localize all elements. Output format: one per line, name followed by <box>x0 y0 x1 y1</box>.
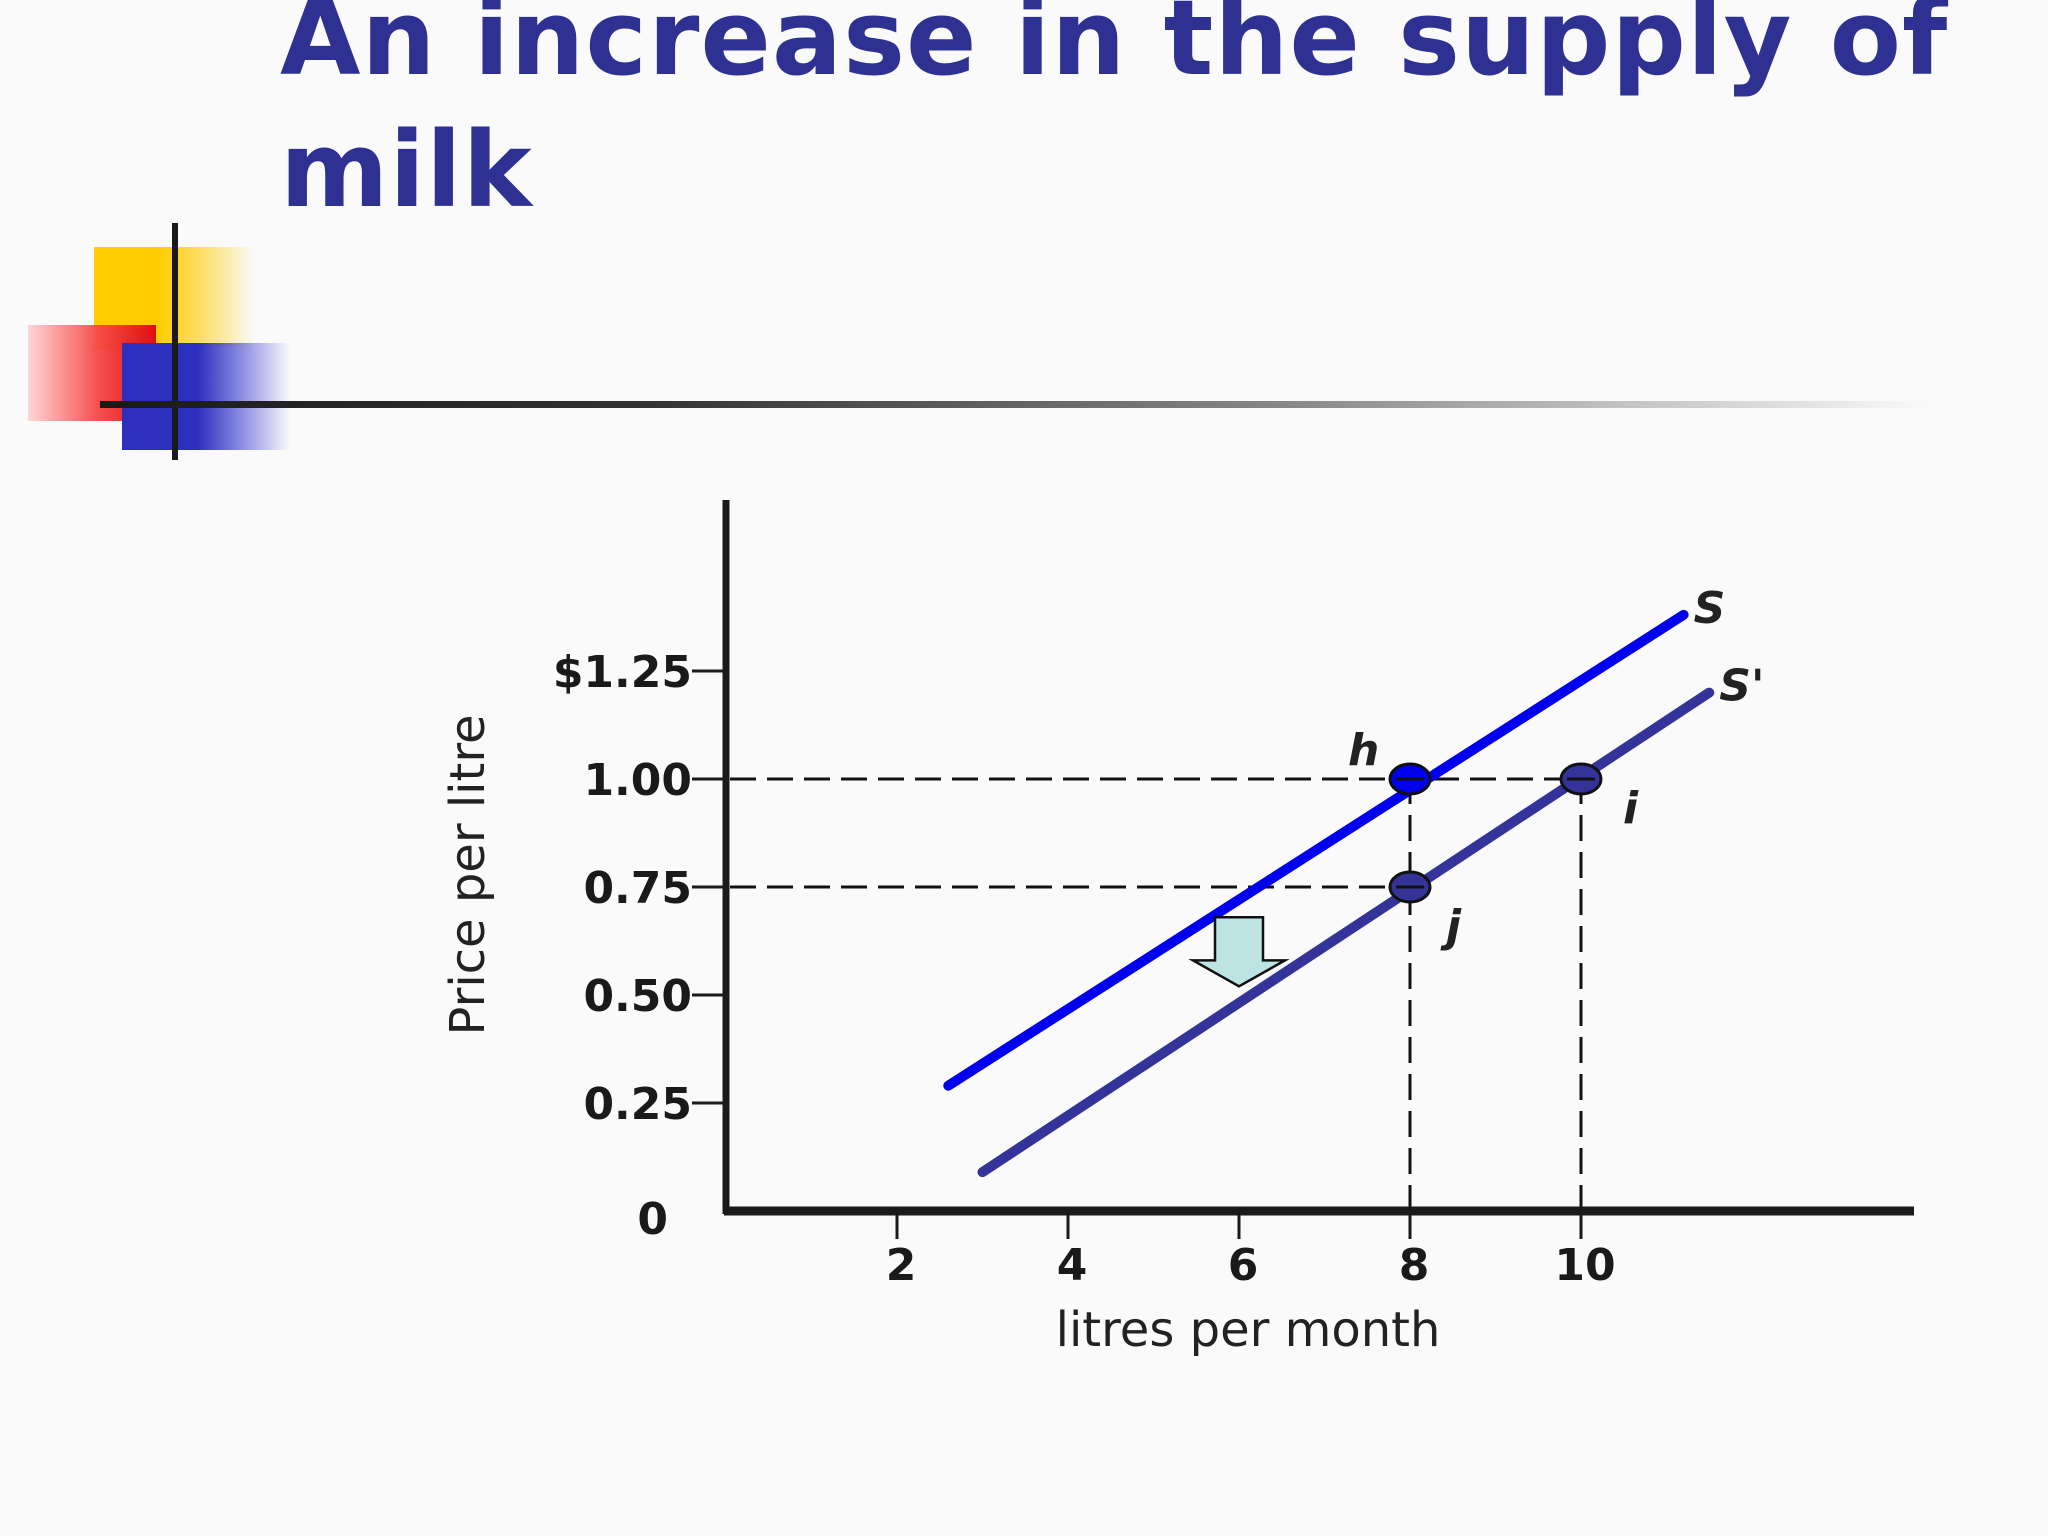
decor-vertical-line <box>172 223 178 460</box>
y-tick-label-0-25: 0.25 <box>583 1079 692 1130</box>
x-tick-label-8: 8 <box>1399 1240 1430 1291</box>
decor-blue-square <box>122 343 290 450</box>
x-tick-label-4: 4 <box>1057 1240 1088 1291</box>
point-i-label: i <box>1623 783 1639 834</box>
x-tick-label-6: 6 <box>1228 1240 1259 1291</box>
series-line-s-prime <box>977 687 1715 1178</box>
y-tick-label-1-25: $1.25 <box>553 647 692 698</box>
y-tick-label-0: 0 <box>637 1194 668 1245</box>
points: h i j <box>1348 725 1639 952</box>
axes <box>722 500 1914 1216</box>
series-line-s <box>943 609 1689 1091</box>
y-tick-label-1-00: 1.00 <box>583 755 692 806</box>
shift-down-arrow <box>1188 915 1290 988</box>
point-j-label: j <box>1440 901 1462 952</box>
supply-curves: S S' <box>943 583 1764 1178</box>
slide-title: An increase in the supply of milk <box>280 0 1949 231</box>
x-axis-title: litres per month <box>1056 1302 1441 1358</box>
point-h-label: h <box>1348 725 1379 776</box>
decor-horizontal-rule <box>100 401 1930 408</box>
series-label-s: S <box>1694 583 1726 634</box>
tick-marks: 0 0.25 0.50 0.75 1.00 $1.25 2 4 6 8 10 <box>553 647 1616 1291</box>
guide-lines <box>730 777 1583 1211</box>
y-axis-title: Price per litre <box>440 714 496 1035</box>
shift-arrows <box>1188 915 1290 988</box>
x-tick-label-10: 10 <box>1554 1240 1615 1291</box>
x-tick-label-2: 2 <box>886 1240 917 1291</box>
series-label-s-prime: S' <box>1719 661 1764 712</box>
y-tick-label-0-50: 0.50 <box>583 971 692 1022</box>
y-tick-label-0-75: 0.75 <box>583 863 692 914</box>
